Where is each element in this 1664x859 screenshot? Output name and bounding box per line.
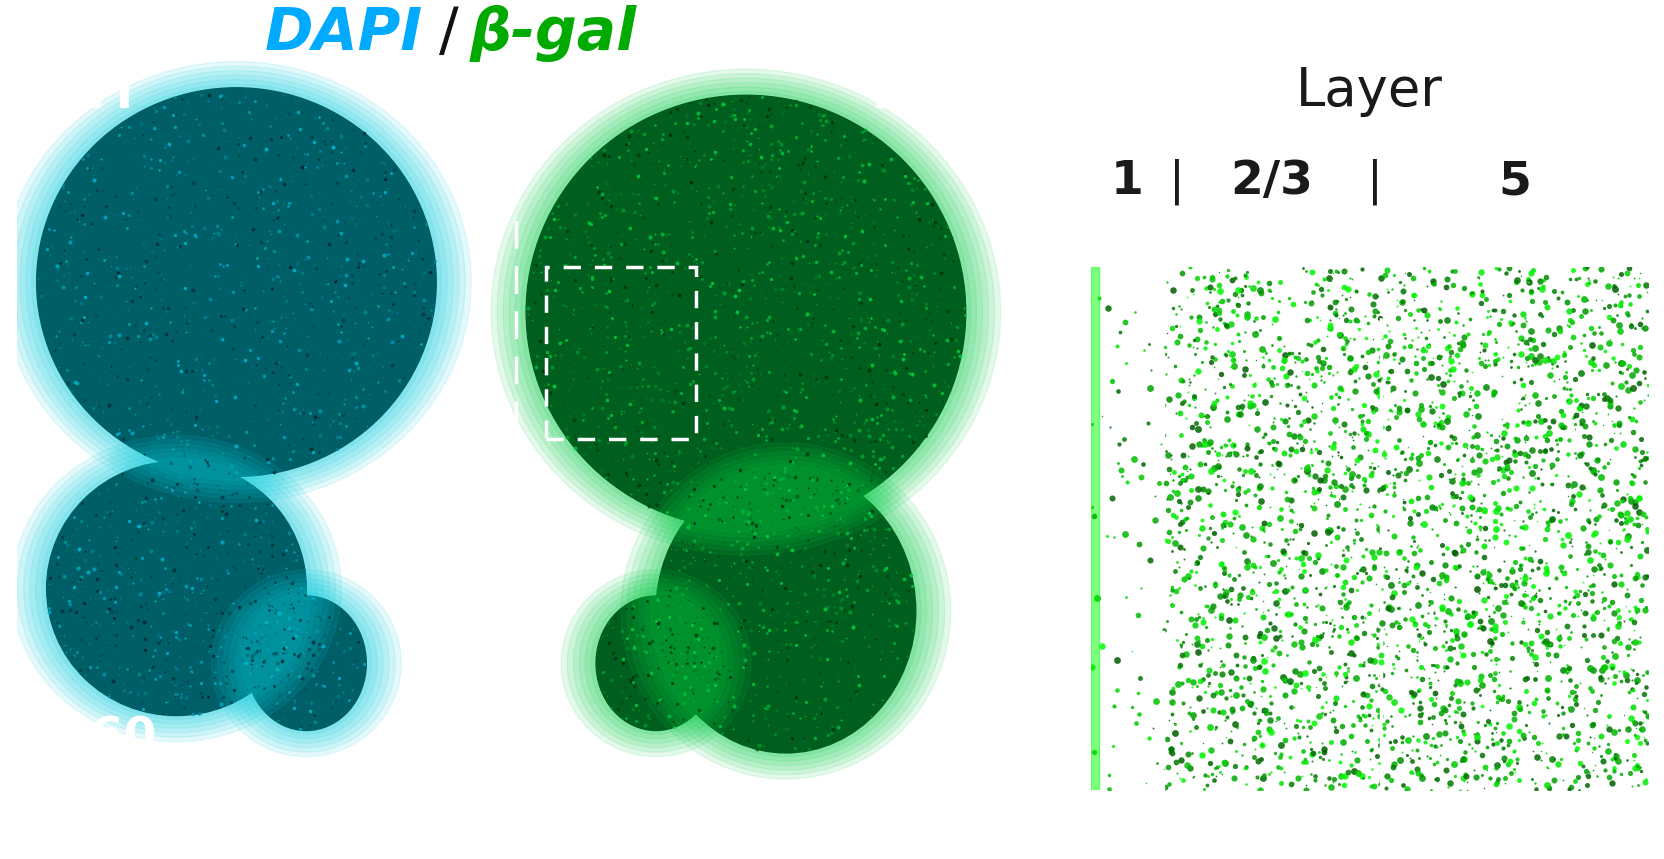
Ellipse shape	[32, 84, 441, 480]
Text: β-gal: β-gal	[469, 4, 636, 62]
Ellipse shape	[632, 452, 938, 771]
Ellipse shape	[223, 579, 389, 747]
Ellipse shape	[8, 66, 464, 498]
Ellipse shape	[211, 570, 401, 757]
Ellipse shape	[35, 454, 318, 724]
Text: P60: P60	[57, 716, 156, 760]
Ellipse shape	[42, 458, 311, 719]
Ellipse shape	[584, 588, 727, 739]
Ellipse shape	[567, 575, 744, 752]
Ellipse shape	[23, 444, 329, 733]
Ellipse shape	[13, 70, 459, 494]
Ellipse shape	[235, 588, 378, 739]
Ellipse shape	[30, 448, 323, 728]
Text: /: /	[439, 4, 459, 62]
Ellipse shape	[644, 460, 927, 761]
Ellipse shape	[18, 440, 334, 737]
Bar	[546, 267, 696, 439]
Ellipse shape	[591, 592, 721, 734]
Ellipse shape	[218, 575, 394, 752]
Ellipse shape	[25, 80, 448, 484]
Ellipse shape	[2, 62, 471, 503]
Ellipse shape	[521, 92, 970, 533]
Ellipse shape	[627, 448, 943, 775]
Ellipse shape	[596, 596, 716, 730]
Text: DAPI: DAPI	[265, 4, 423, 62]
Ellipse shape	[579, 583, 732, 743]
Ellipse shape	[20, 75, 453, 489]
Ellipse shape	[509, 82, 982, 541]
Text: WT: WT	[57, 73, 141, 118]
Ellipse shape	[572, 579, 739, 747]
Ellipse shape	[621, 442, 950, 779]
Ellipse shape	[246, 596, 366, 730]
Ellipse shape	[498, 74, 993, 551]
Text: |: |	[1366, 159, 1383, 205]
Ellipse shape	[503, 78, 988, 546]
Ellipse shape	[47, 461, 306, 716]
Bar	[1090, 267, 1098, 790]
Ellipse shape	[639, 456, 932, 765]
Ellipse shape	[514, 87, 977, 537]
Text: 5: 5	[1498, 160, 1529, 204]
Text: Layer: Layer	[1295, 65, 1443, 118]
Ellipse shape	[37, 88, 436, 477]
Ellipse shape	[656, 469, 915, 752]
Ellipse shape	[241, 592, 371, 734]
Ellipse shape	[526, 95, 965, 529]
Text: 1: 1	[1110, 160, 1143, 204]
Text: |: |	[1168, 159, 1185, 205]
Ellipse shape	[651, 466, 920, 757]
Text: 2/3: 2/3	[1230, 160, 1313, 204]
Ellipse shape	[230, 583, 383, 743]
Ellipse shape	[12, 436, 341, 741]
Ellipse shape	[561, 570, 750, 757]
Ellipse shape	[491, 69, 1000, 555]
Text: HET: HET	[870, 73, 975, 118]
